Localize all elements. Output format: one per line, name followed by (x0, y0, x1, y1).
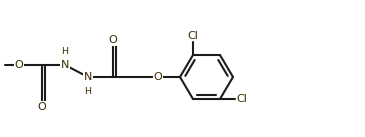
Text: O: O (38, 102, 46, 112)
Text: Cl: Cl (237, 94, 247, 104)
Text: H: H (61, 46, 69, 55)
Text: N: N (61, 60, 69, 70)
Text: Cl: Cl (188, 31, 199, 41)
Text: O: O (15, 60, 23, 70)
Text: H: H (85, 86, 92, 95)
Text: O: O (154, 72, 162, 82)
Text: N: N (84, 72, 92, 82)
Text: O: O (109, 35, 118, 45)
